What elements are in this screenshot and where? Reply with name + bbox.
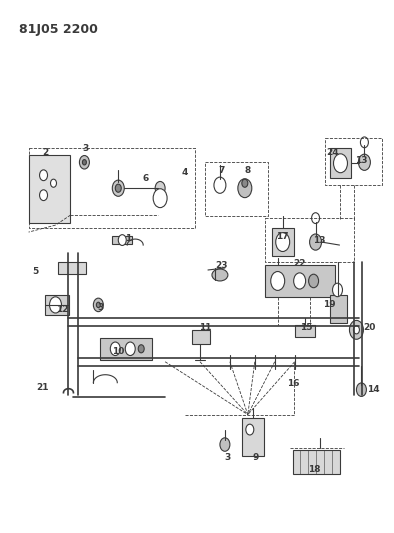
Ellipse shape [212, 269, 228, 281]
Circle shape [138, 345, 144, 353]
Circle shape [82, 159, 86, 165]
Circle shape [214, 177, 226, 193]
Circle shape [276, 232, 290, 252]
Text: 20: 20 [363, 324, 375, 333]
Circle shape [361, 137, 368, 148]
Circle shape [242, 179, 248, 187]
Text: 17: 17 [276, 231, 289, 240]
Bar [293, 449, 340, 474]
Text: 8: 8 [245, 166, 251, 175]
Text: 81J05 2200: 81J05 2200 [19, 22, 97, 36]
Text: 13: 13 [355, 156, 368, 165]
Circle shape [39, 190, 48, 200]
Circle shape [110, 342, 120, 356]
Bar [45, 295, 69, 315]
Bar [192, 330, 210, 344]
Text: 19: 19 [323, 301, 336, 309]
Bar [100, 338, 152, 360]
Bar [272, 228, 294, 256]
Text: 3: 3 [82, 144, 89, 153]
Circle shape [310, 234, 322, 250]
Text: 6: 6 [142, 174, 148, 183]
Text: 7: 7 [219, 166, 225, 175]
Bar [29, 155, 71, 223]
Bar [329, 148, 351, 178]
Text: 22: 22 [294, 259, 306, 268]
Circle shape [80, 156, 89, 169]
Circle shape [359, 154, 370, 171]
Text: 24: 24 [326, 148, 339, 157]
Circle shape [246, 424, 254, 435]
Circle shape [294, 273, 306, 289]
Circle shape [333, 154, 348, 173]
Text: 5: 5 [32, 268, 39, 277]
Text: 15: 15 [300, 324, 313, 333]
Circle shape [93, 298, 103, 312]
Circle shape [50, 179, 56, 187]
Text: 10: 10 [112, 348, 125, 356]
Text: 11: 11 [199, 324, 211, 333]
Text: 4: 4 [182, 168, 188, 177]
Circle shape [238, 179, 252, 198]
Circle shape [357, 383, 366, 397]
Circle shape [353, 326, 359, 334]
Bar [329, 295, 348, 323]
Circle shape [349, 320, 363, 340]
Circle shape [153, 189, 167, 208]
Circle shape [271, 271, 285, 290]
Circle shape [333, 283, 342, 297]
Bar [242, 417, 264, 456]
Text: 3: 3 [225, 453, 231, 462]
Text: 1: 1 [125, 233, 131, 243]
Circle shape [155, 181, 165, 195]
Text: 18: 18 [309, 465, 321, 474]
Text: 14: 14 [367, 385, 380, 394]
Circle shape [50, 297, 61, 313]
Circle shape [125, 342, 135, 356]
Circle shape [97, 302, 100, 308]
Bar [295, 325, 314, 337]
Circle shape [115, 184, 121, 192]
Bar [58, 262, 86, 274]
Text: 16: 16 [287, 379, 300, 388]
Text: 3: 3 [97, 303, 104, 312]
Circle shape [312, 213, 320, 223]
Text: 2: 2 [43, 148, 49, 157]
Circle shape [309, 274, 319, 288]
Circle shape [112, 180, 124, 196]
Text: 9: 9 [253, 453, 259, 462]
Bar [265, 265, 335, 297]
Circle shape [118, 235, 126, 246]
Text: 12: 12 [56, 305, 69, 314]
Text: 23: 23 [216, 261, 228, 270]
Circle shape [220, 438, 230, 451]
Circle shape [39, 170, 48, 181]
Bar [112, 236, 132, 244]
Text: 21: 21 [36, 383, 49, 392]
Text: 13: 13 [313, 236, 326, 245]
